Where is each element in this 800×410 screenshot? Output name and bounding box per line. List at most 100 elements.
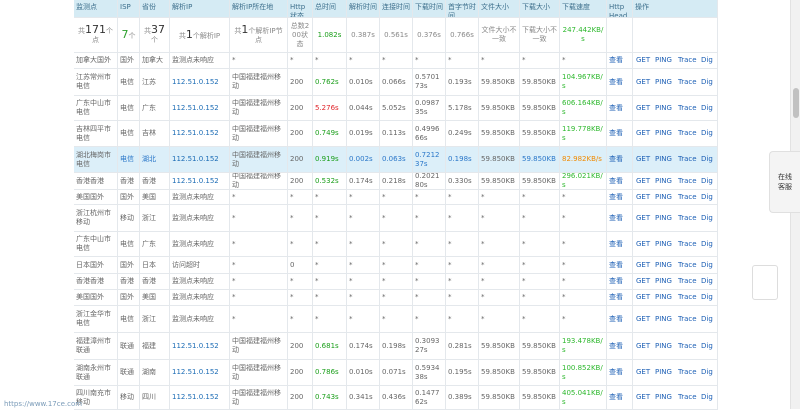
- action-link[interactable]: Dig: [701, 341, 713, 350]
- action-link[interactable]: Dig: [701, 129, 713, 137]
- cell-text: *: [349, 293, 353, 301]
- action-link[interactable]: PING: [655, 103, 672, 112]
- action-link[interactable]: Dig: [701, 293, 713, 301]
- action-link[interactable]: Trace: [678, 293, 697, 301]
- view-link[interactable]: 查看: [609, 277, 623, 285]
- back-to-top[interactable]: [752, 265, 778, 300]
- action-link[interactable]: Trace: [678, 176, 697, 185]
- action-link[interactable]: PING: [655, 393, 672, 401]
- action-link[interactable]: GET: [636, 56, 651, 64]
- header-cell: ISP: [118, 0, 140, 18]
- summary-cell: 247.442KB/s: [560, 18, 607, 53]
- cell-text: *: [349, 314, 353, 323]
- action-link[interactable]: Dig: [701, 155, 713, 163]
- action-link[interactable]: PING: [655, 213, 672, 222]
- action-link[interactable]: Trace: [678, 314, 697, 323]
- action-link[interactable]: GET: [636, 393, 651, 401]
- action-link[interactable]: GET: [636, 192, 651, 201]
- cell-text: *: [232, 314, 236, 323]
- action-link[interactable]: Dig: [701, 77, 713, 86]
- cell-text: *: [522, 213, 526, 222]
- action-link[interactable]: PING: [655, 368, 672, 376]
- action-link[interactable]: Dig: [701, 314, 713, 323]
- action-link[interactable]: PING: [655, 314, 672, 323]
- view-link[interactable]: 查看: [609, 341, 623, 350]
- action-link[interactable]: PING: [655, 277, 672, 285]
- online-service[interactable]: 在线客服: [769, 151, 800, 213]
- view-link[interactable]: 查看: [609, 176, 623, 185]
- action-link[interactable]: Dig: [701, 277, 713, 285]
- action-link[interactable]: Trace: [678, 213, 697, 222]
- action-link[interactable]: GET: [636, 293, 651, 301]
- action-link[interactable]: Dig: [701, 213, 713, 222]
- action-link[interactable]: GET: [636, 213, 651, 222]
- view-link[interactable]: 查看: [609, 260, 623, 269]
- view-link[interactable]: 查看: [609, 368, 623, 376]
- action-link[interactable]: PING: [655, 129, 672, 137]
- view-link[interactable]: 查看: [609, 56, 623, 64]
- action-link[interactable]: GET: [636, 341, 651, 350]
- action-link[interactable]: Trace: [678, 341, 697, 350]
- table-cell: *: [347, 290, 380, 306]
- table-cell: 100.852KB/s: [560, 360, 607, 386]
- view-link[interactable]: 查看: [609, 192, 623, 201]
- action-link[interactable]: PING: [655, 192, 672, 201]
- action-link[interactable]: Trace: [678, 192, 697, 201]
- action-link[interactable]: Trace: [678, 155, 697, 163]
- action-link[interactable]: Dig: [701, 368, 713, 376]
- action-link[interactable]: Trace: [678, 277, 697, 285]
- action-link[interactable]: Dig: [701, 103, 713, 112]
- view-link[interactable]: 查看: [609, 314, 623, 323]
- view-link[interactable]: 查看: [609, 129, 623, 137]
- view-link[interactable]: 查看: [609, 239, 623, 248]
- action-link[interactable]: PING: [655, 176, 672, 185]
- table-cell: 美国: [140, 190, 170, 205]
- summary-cell: [633, 18, 718, 53]
- action-link[interactable]: GET: [636, 368, 651, 376]
- action-link[interactable]: GET: [636, 277, 651, 285]
- action-link[interactable]: PING: [655, 155, 672, 163]
- action-link[interactable]: Trace: [678, 260, 697, 269]
- table-cell: 0.174s: [347, 333, 380, 360]
- action-link[interactable]: PING: [655, 56, 672, 64]
- action-link[interactable]: GET: [636, 155, 651, 163]
- action-link[interactable]: PING: [655, 77, 672, 86]
- action-link[interactable]: GET: [636, 129, 651, 137]
- action-link[interactable]: GET: [636, 260, 651, 269]
- scroll-thumb[interactable]: [793, 88, 799, 118]
- action-link[interactable]: Trace: [678, 368, 697, 376]
- action-link[interactable]: Dig: [701, 176, 713, 185]
- action-link[interactable]: GET: [636, 103, 651, 112]
- action-link[interactable]: Trace: [678, 129, 697, 137]
- view-link[interactable]: 查看: [609, 103, 623, 112]
- action-link[interactable]: PING: [655, 239, 672, 248]
- table-cell: 200: [288, 173, 313, 190]
- action-link[interactable]: Trace: [678, 393, 697, 401]
- view-link[interactable]: 查看: [609, 77, 623, 86]
- action-link[interactable]: GET: [636, 314, 651, 323]
- view-link[interactable]: 查看: [609, 155, 623, 163]
- cell-text: 电信: [120, 129, 134, 137]
- action-link[interactable]: PING: [655, 293, 672, 301]
- action-link[interactable]: Trace: [678, 56, 697, 64]
- action-link[interactable]: PING: [655, 341, 672, 350]
- action-link[interactable]: Trace: [678, 239, 697, 248]
- cell-text: *: [481, 277, 485, 285]
- action-link[interactable]: Dig: [701, 56, 713, 64]
- cell-text: 0.198s: [382, 341, 406, 350]
- action-link[interactable]: GET: [636, 176, 651, 185]
- action-link[interactable]: PING: [655, 260, 672, 269]
- view-link[interactable]: 查看: [609, 393, 623, 401]
- action-link[interactable]: Trace: [678, 103, 697, 112]
- action-link[interactable]: Dig: [701, 239, 713, 248]
- action-link[interactable]: GET: [636, 77, 651, 86]
- action-link[interactable]: Dig: [701, 192, 713, 201]
- cell-text: 59.850KB: [481, 176, 515, 185]
- view-link[interactable]: 查看: [609, 213, 623, 222]
- table-cell: *: [520, 232, 560, 257]
- action-link[interactable]: Dig: [701, 393, 713, 401]
- view-link[interactable]: 查看: [609, 293, 623, 301]
- action-link[interactable]: GET: [636, 239, 651, 248]
- action-link[interactable]: Dig: [701, 260, 713, 269]
- action-link[interactable]: Trace: [678, 77, 697, 86]
